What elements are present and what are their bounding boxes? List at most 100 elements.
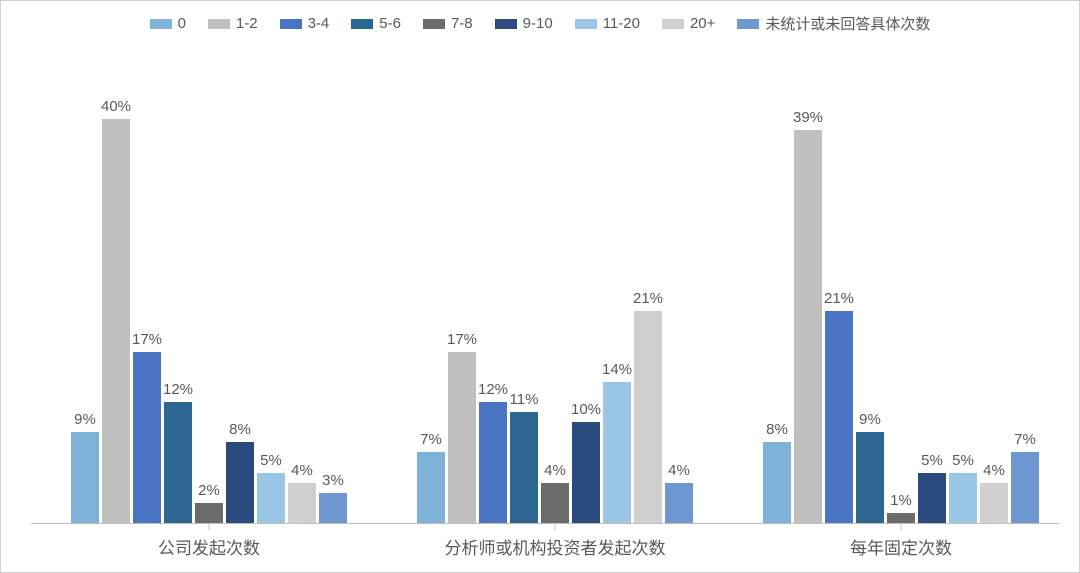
bar-value-label: 12%	[163, 381, 193, 398]
legend-item: 0	[150, 15, 186, 32]
bar-wrap: 5%	[918, 69, 946, 523]
bar	[417, 452, 445, 523]
legend-item: 1-2	[208, 15, 258, 32]
legend-label: 11-20	[603, 15, 640, 32]
bar-value-label: 40%	[101, 98, 131, 115]
bar	[603, 382, 631, 523]
bar	[479, 402, 507, 523]
legend-swatch	[150, 19, 172, 29]
bar-wrap: 21%	[634, 69, 662, 523]
chart-container: 0 1-2 3-4 5-6 7-8 9-10 11-20 20+ 未统计或未回答具体次数 9% 4…	[0, 0, 1080, 573]
bar-value-label: 11%	[510, 391, 539, 408]
bar-value-label: 5%	[921, 452, 943, 469]
bar-wrap: 14%	[603, 69, 631, 523]
bar-wrap: 8%	[763, 69, 791, 523]
bar-wrap: 11%	[510, 69, 538, 523]
bar-wrap: 4%	[541, 69, 569, 523]
bar	[257, 473, 285, 523]
legend-item: 9-10	[495, 15, 553, 32]
bar-value-label: 8%	[766, 421, 788, 438]
bar-wrap: 10%	[572, 69, 600, 523]
x-tick	[555, 524, 556, 530]
legend-swatch	[575, 19, 597, 29]
bar-wrap: 5%	[949, 69, 977, 523]
bar-group: 9% 40% 17% 12% 2% 8% 5% 4% 3%	[71, 69, 347, 523]
bar-value-label: 17%	[447, 331, 477, 348]
bar-value-label: 9%	[74, 411, 96, 428]
x-axis-label: 公司发起次数	[158, 534, 260, 559]
bar-value-label: 2%	[198, 482, 220, 499]
bar	[226, 442, 254, 523]
bar-value-label: 9%	[859, 411, 881, 428]
bar	[634, 311, 662, 523]
bar	[980, 483, 1008, 523]
x-axis-labels: 公司发起次数 分析师或机构投资者发起次数 每年固定次数	[31, 524, 1059, 572]
bar-value-label: 17%	[132, 331, 162, 348]
bar-value-label: 7%	[420, 431, 442, 448]
bar	[288, 483, 316, 523]
bar	[71, 432, 99, 523]
legend-label: 未统计或未回答具体次数	[765, 13, 930, 34]
bar-value-label: 4%	[291, 462, 313, 479]
bar-value-label: 21%	[824, 290, 854, 307]
bar-wrap: 9%	[71, 69, 99, 523]
bar-group: 8% 39%21% 9% 1% 5% 5% 4% 7%	[763, 69, 1039, 523]
bar-value-label: 8%	[229, 421, 251, 438]
bar	[794, 130, 822, 523]
bar-value-label: 12%	[478, 381, 508, 398]
legend-item: 5-6	[351, 15, 401, 32]
x-axis-label: 每年固定次数	[850, 534, 952, 559]
bar	[825, 311, 853, 523]
bar	[918, 473, 946, 523]
bar-wrap: 2%	[195, 69, 223, 523]
bar-value-label: 4%	[544, 462, 566, 479]
legend-swatch	[208, 19, 230, 29]
bar-value-label: 21%	[633, 290, 663, 307]
bar-wrap: 4%	[665, 69, 693, 523]
legend-item: 未统计或未回答具体次数	[737, 13, 930, 34]
bar	[102, 119, 130, 523]
bar-value-label: 3%	[322, 472, 344, 489]
bar-wrap: 7%	[1011, 69, 1039, 523]
legend-label: 5-6	[379, 15, 401, 32]
bar	[949, 473, 977, 523]
bar-value-label: 1%	[890, 492, 912, 509]
bar	[572, 422, 600, 523]
bar	[319, 493, 347, 523]
legend-swatch	[351, 19, 373, 29]
bar	[1011, 452, 1039, 523]
bar-group: 7%17%12%11%4%10%14%21%4%	[417, 69, 693, 523]
legend-item: 3-4	[280, 15, 330, 32]
bar	[448, 352, 476, 524]
legend-label: 0	[178, 15, 186, 32]
legend-item: 11-20	[575, 15, 640, 32]
bar	[195, 503, 223, 523]
bar	[510, 412, 538, 523]
legend-swatch	[737, 19, 759, 29]
bar-value-label: 10%	[571, 401, 601, 418]
x-axis-label: 分析师或机构投资者发起次数	[445, 534, 666, 559]
bar-wrap: 4%	[288, 69, 316, 523]
bar-wrap: 3%	[319, 69, 347, 523]
legend-swatch	[423, 19, 445, 29]
legend-label: 7-8	[451, 15, 473, 32]
bar-wrap: 39%	[794, 69, 822, 523]
bar-wrap: 5%	[257, 69, 285, 523]
bar-wrap: 17%	[133, 69, 161, 523]
legend-label: 1-2	[236, 15, 258, 32]
bar-value-label: 4%	[983, 462, 1005, 479]
bar-value-label: 7%	[1014, 431, 1036, 448]
legend-label: 3-4	[308, 15, 330, 32]
bar	[133, 352, 161, 524]
bar-wrap: 12%	[164, 69, 192, 523]
legend-swatch	[495, 19, 517, 29]
bar-wrap: 9%	[856, 69, 884, 523]
bar-wrap: 4%	[980, 69, 1008, 523]
legend-swatch	[662, 19, 684, 29]
bar-wrap: 40%	[102, 69, 130, 523]
plot-area: 9%40%17%12%2%8%5%4%3%7%17%12%11%4%10%14%…	[31, 69, 1059, 524]
bar-wrap: 12%	[479, 69, 507, 523]
bar	[856, 432, 884, 523]
legend-item: 20+	[662, 15, 715, 32]
bar-value-label: 5%	[952, 452, 974, 469]
